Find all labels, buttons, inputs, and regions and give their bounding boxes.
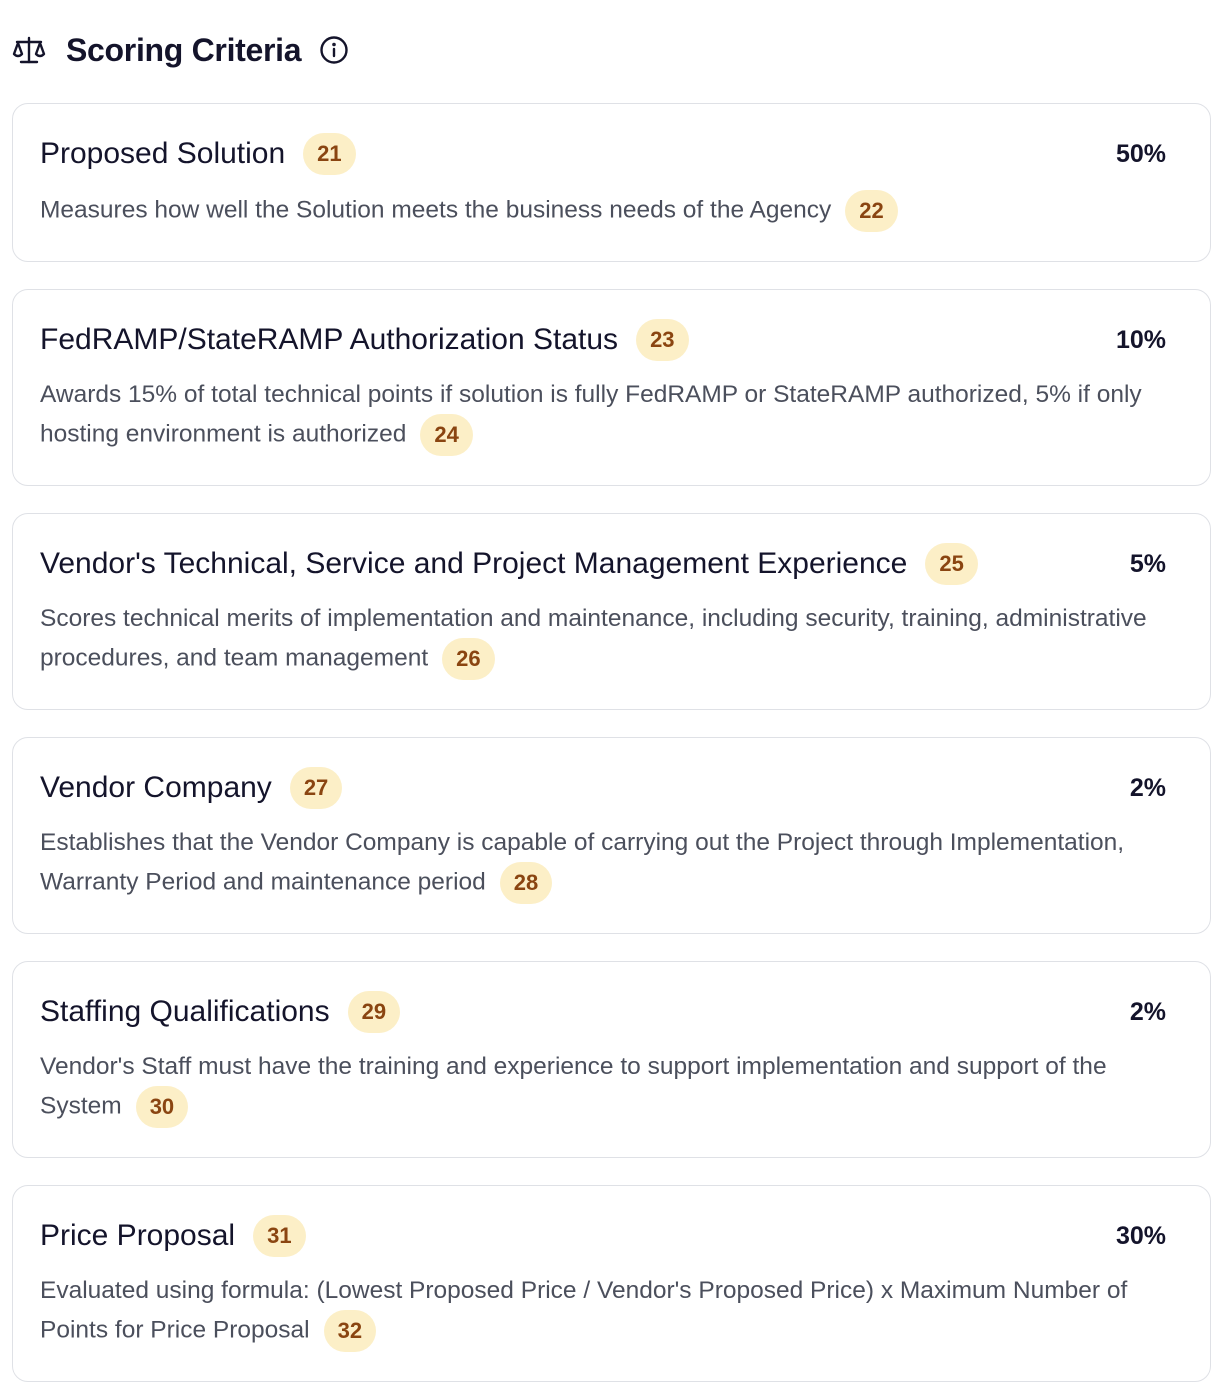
- reference-badge: 30: [135, 1086, 189, 1128]
- criterion-title: Staffing Qualifications: [40, 995, 330, 1028]
- criterion-header: Staffing Qualifications 29 2%: [40, 990, 1166, 1034]
- criterion-description: Establishes that the Vendor Company is c…: [40, 824, 1166, 904]
- description-text: Scores technical merits of implementatio…: [40, 605, 1147, 672]
- criterion-card: Staffing Qualifications 29 2% Vendor's Staf…: [12, 961, 1211, 1158]
- criterion-card: FedRAMP/StateRAMP Authorization Status 23…: [12, 289, 1211, 486]
- reference-badge: 32: [323, 1310, 377, 1352]
- criterion-weight: 2%: [1129, 997, 1166, 1026]
- reference-badge: 25: [925, 543, 978, 585]
- reference-badge: 23: [636, 319, 689, 361]
- criterion-header: Vendor's Technical, Service and Project …: [40, 542, 1166, 586]
- criterion-description: Vendor's Staff must have the training an…: [40, 1048, 1166, 1128]
- scale-icon: [12, 36, 46, 64]
- description-text: Evaluated using formula: (Lowest Propose…: [40, 1277, 1128, 1344]
- criterion-header: Price Proposal 31 30%: [40, 1214, 1166, 1258]
- criterion-card: Price Proposal 31 30% Evaluated using formu…: [12, 1185, 1211, 1382]
- criteria-list: Proposed Solution 21 50% Measures how well …: [0, 100, 1220, 1382]
- criterion-card: Vendor Company 27 2% Establishes that the V…: [12, 737, 1211, 934]
- section-header: Scoring Criteria: [0, 0, 1220, 100]
- reference-badge: 21: [303, 133, 356, 175]
- description-text: Establishes that the Vendor Company is c…: [40, 829, 1125, 896]
- criterion-title: Price Proposal: [40, 1219, 236, 1252]
- criterion-weight: 10%: [1115, 325, 1166, 354]
- criterion-weight: 5%: [1129, 549, 1166, 578]
- section-title: Scoring Criteria: [66, 31, 302, 68]
- criterion-title: Vendor Company: [40, 771, 272, 804]
- reference-badge: 22: [845, 190, 898, 232]
- reference-badge: 29: [347, 991, 401, 1033]
- criterion-description: Scores technical merits of implementatio…: [40, 600, 1166, 680]
- criterion-title: FedRAMP/StateRAMP Authorization Status: [40, 323, 619, 356]
- criterion-description: Awards 15% of total technical points if …: [40, 376, 1166, 456]
- criterion-card: Vendor's Technical, Service and Project …: [12, 513, 1211, 710]
- criterion-weight: 50%: [1115, 139, 1166, 168]
- criterion-card: Proposed Solution 21 50% Measures how well …: [12, 103, 1211, 262]
- criterion-header: Proposed Solution 21 50%: [40, 132, 1166, 176]
- criterion-header: FedRAMP/StateRAMP Authorization Status 23…: [40, 318, 1166, 362]
- description-text: Vendor's Staff must have the training an…: [40, 1053, 1107, 1120]
- criterion-title: Proposed Solution: [40, 137, 286, 170]
- description-text: Measures how well the Solution meets the…: [40, 196, 832, 224]
- reference-badge: 28: [499, 862, 553, 904]
- criterion-weight: 2%: [1129, 773, 1166, 802]
- criterion-description: Measures how well the Solution meets the…: [40, 190, 1166, 232]
- reference-badge: 24: [420, 414, 473, 456]
- description-text: Awards 15% of total technical points if …: [40, 381, 1142, 448]
- criterion-description: Evaluated using formula: (Lowest Propose…: [40, 1272, 1166, 1352]
- criterion-weight: 30%: [1115, 1221, 1166, 1250]
- reference-badge: 31: [253, 1215, 306, 1257]
- criterion-header: Vendor Company 27 2%: [40, 766, 1166, 810]
- reference-badge: 26: [442, 638, 495, 680]
- reference-badge: 27: [289, 767, 343, 809]
- criterion-title: Vendor's Technical, Service and Project …: [40, 547, 908, 580]
- info-icon[interactable]: [319, 35, 349, 65]
